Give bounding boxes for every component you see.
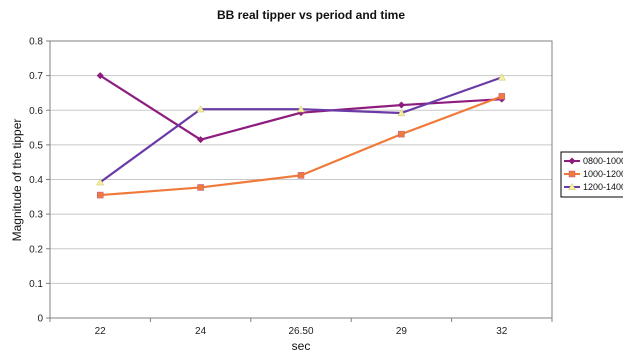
data-point — [96, 72, 104, 80]
data-point — [197, 136, 205, 144]
y-tick-label: 0.4 — [29, 175, 43, 186]
data-point — [497, 73, 506, 81]
y-tick-label: 0.7 — [29, 71, 43, 82]
series-group — [96, 72, 506, 199]
y-tick-label: 0.8 — [29, 37, 43, 48]
y-tick-label: 0.6 — [29, 106, 43, 117]
legend-label: 1200-1400 — [583, 182, 623, 192]
x-tick-label: 32 — [496, 326, 508, 337]
data-point — [297, 172, 305, 179]
y-tick-label: 0.2 — [29, 244, 43, 255]
data-point — [297, 105, 305, 113]
chart-title: BB real tipper vs period and time — [217, 8, 405, 22]
data-point — [196, 105, 205, 113]
legend: 0800-1000 1000-1200 1200-1400 — [560, 151, 623, 198]
legend-label: 0800-1000 — [583, 156, 623, 166]
legend-marker — [568, 170, 576, 178]
y-tick-label: 0 — [37, 314, 43, 325]
data-point — [197, 184, 204, 191]
data-point — [96, 191, 104, 199]
data-point — [498, 93, 506, 100]
y-tick-label: 0.1 — [29, 279, 43, 290]
x-axis-label: sec — [292, 339, 311, 353]
legend-marker — [568, 182, 576, 191]
x-tick-label: 24 — [195, 326, 207, 337]
x-tick-label: 26.50 — [288, 326, 313, 337]
y-tick-label: 0.5 — [29, 140, 43, 151]
data-point — [398, 130, 405, 138]
legend-marker — [568, 157, 576, 165]
y-axis: 0 0.1 0.2 0.3 0.4 0.5 0.6 0.7 0.8 — [29, 37, 50, 325]
series-1000-1200 — [96, 93, 506, 199]
data-point — [397, 101, 405, 109]
x-axis: 22 24 26.50 29 32 — [49, 318, 553, 337]
data-point — [96, 178, 105, 186]
y-axis-label: Magnitude of the tipper — [10, 119, 24, 242]
gridlines — [50, 40, 552, 284]
x-tick-label: 22 — [95, 326, 107, 337]
data-point — [397, 109, 406, 117]
legend-item: 0800-1000 — [564, 156, 623, 166]
legend-item: 1000-1200 — [564, 169, 623, 179]
legend-label: 1000-1200 — [583, 169, 623, 179]
series-1200-1400 — [96, 73, 506, 186]
series-line — [99, 76, 503, 184]
y-tick-label: 0.3 — [29, 210, 43, 221]
x-tick-label: 29 — [396, 326, 408, 337]
legend-item: 1200-1400 — [564, 182, 623, 192]
